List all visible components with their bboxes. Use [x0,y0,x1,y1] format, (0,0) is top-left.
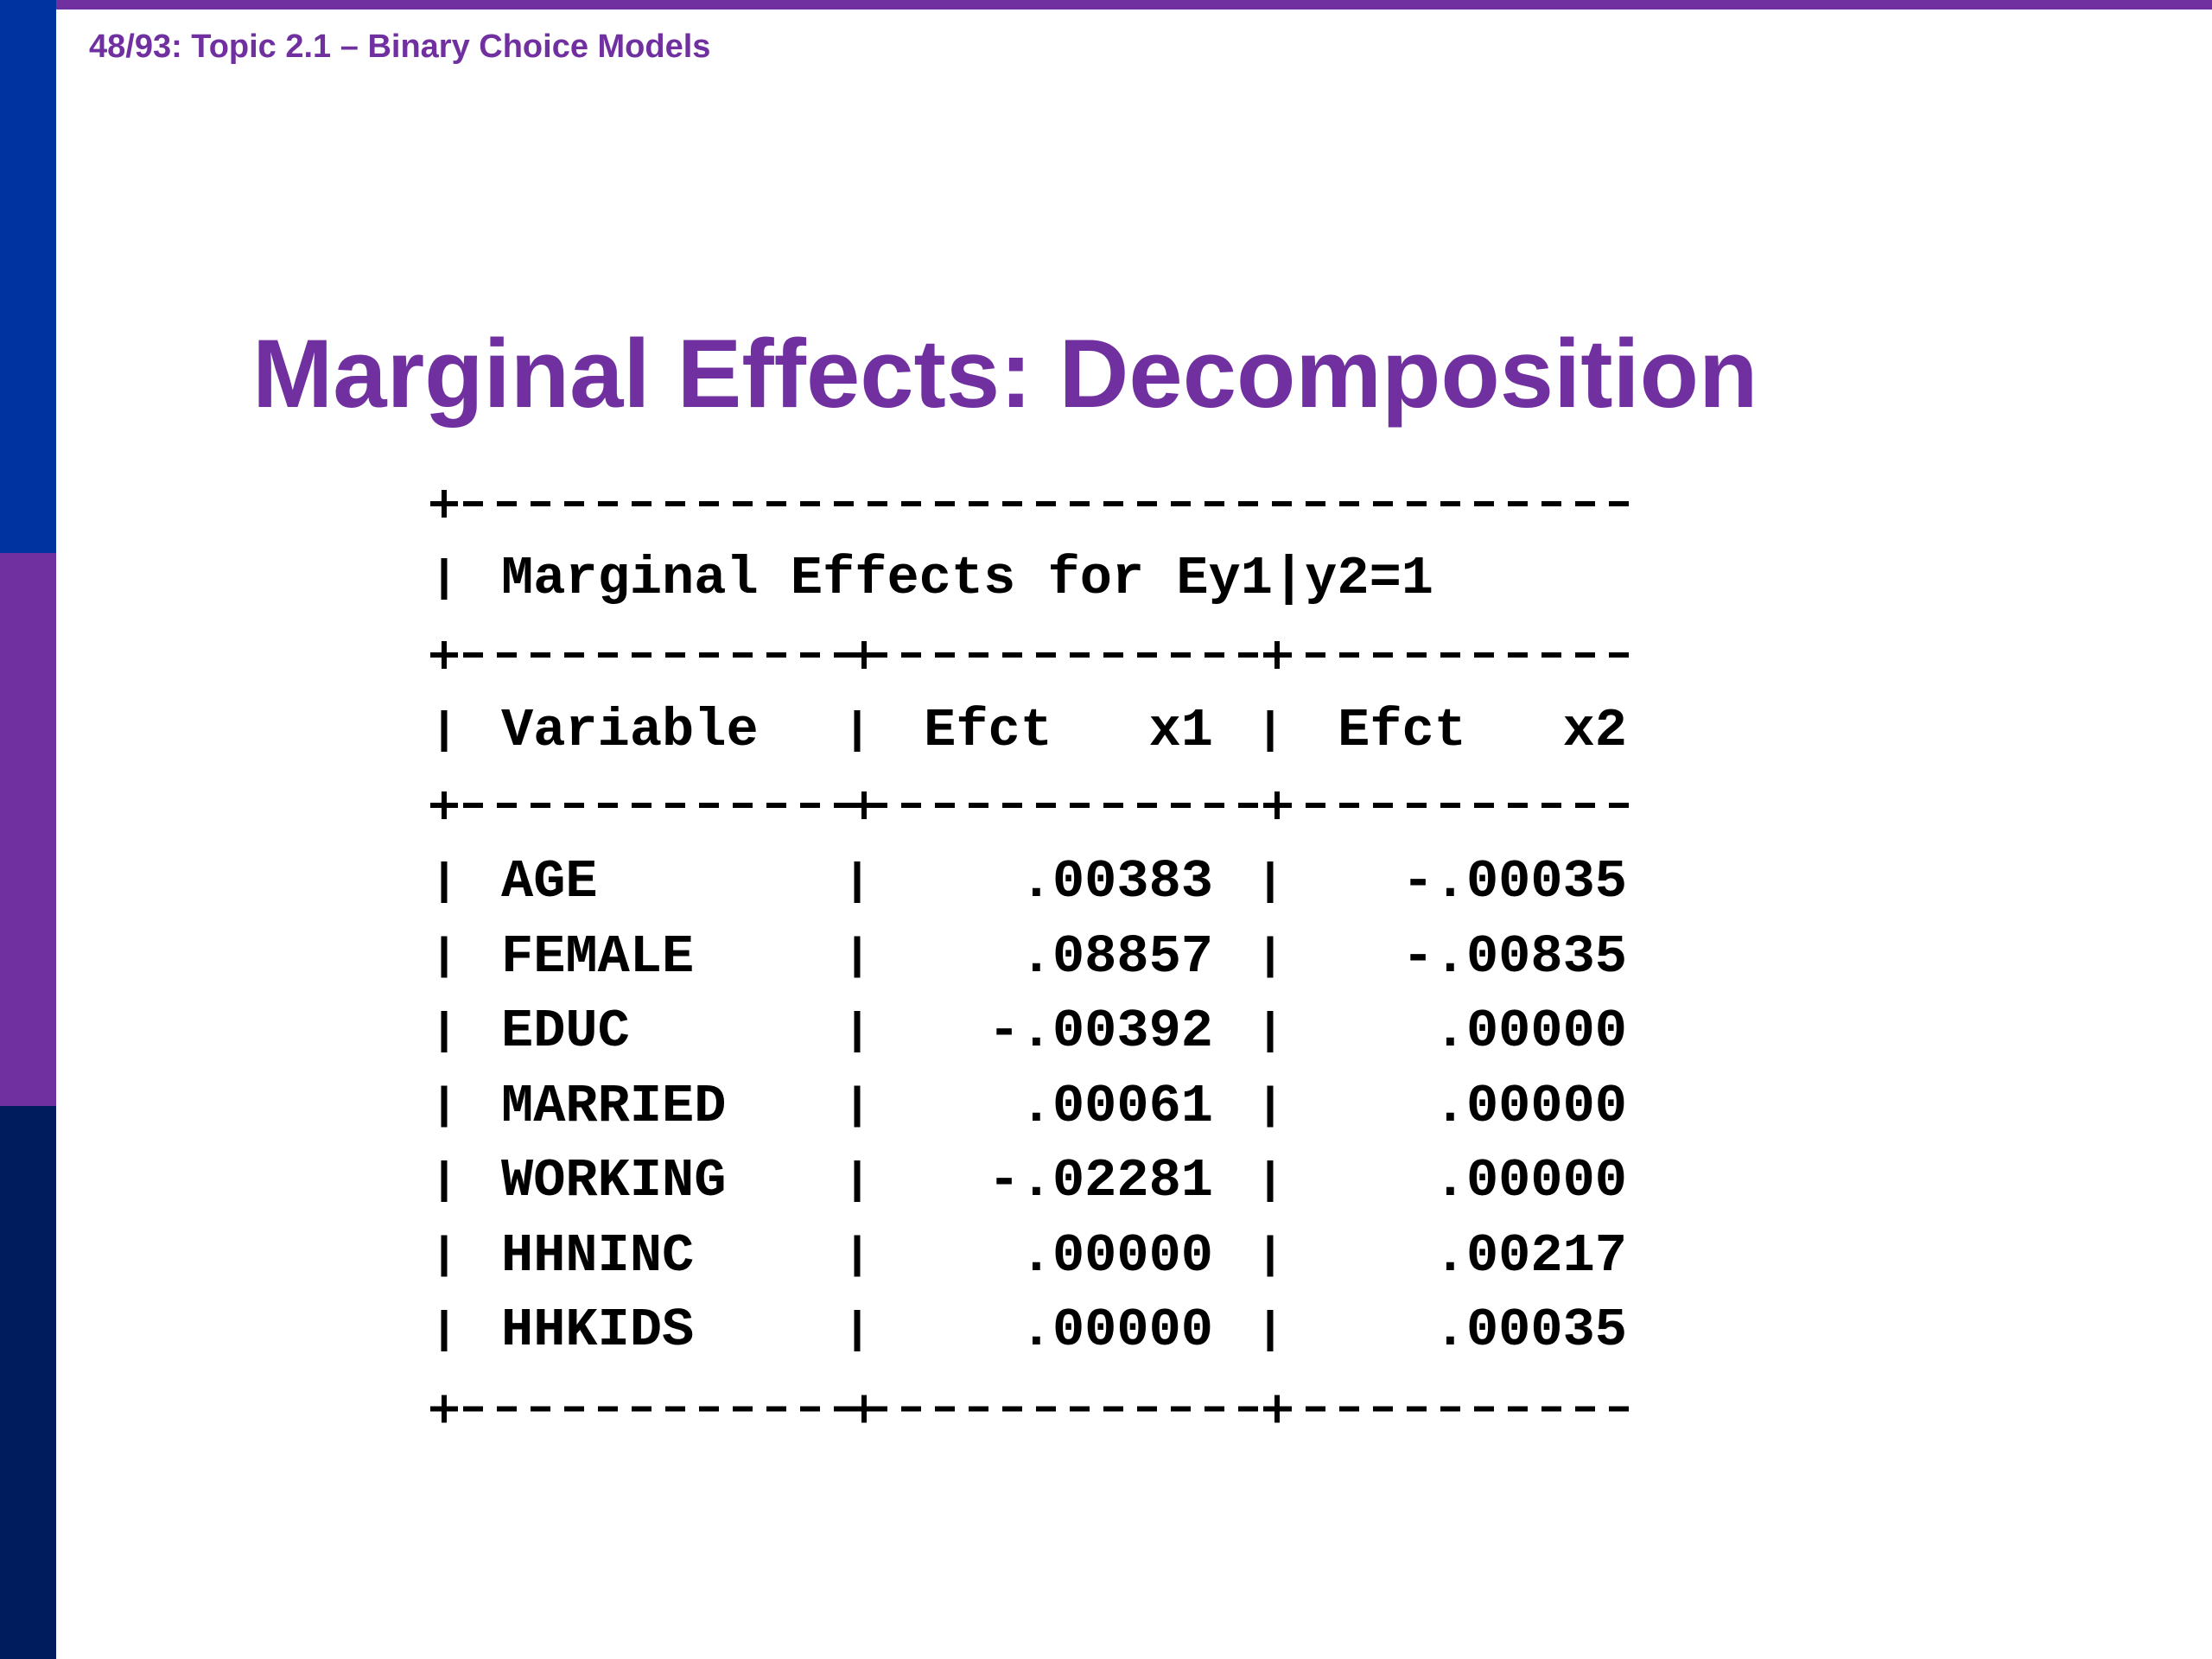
slide-number: 48/93: Topic 2.1 – Binary Choice Models [89,29,711,65]
effect-x1: .00383 [1020,851,1213,912]
effect-x2: .00035 [1433,1300,1627,1361]
variable-name: HHNINC [501,1224,695,1287]
effect-x2: .00000 [1433,1001,1627,1062]
effect-x2: -.00035 [1402,851,1627,912]
column-header: Efct x2 [1338,700,1627,761]
column-header: Efct x1 [924,700,1213,761]
effect-x1: .00000 [1020,1224,1213,1287]
effect-x1: .00061 [1020,1075,1213,1137]
table-caption: Marginal Effects for Ey1|y2=1 [501,548,1433,609]
effect-x1: .08857 [1020,925,1213,988]
effect-x2: .00000 [1433,1075,1627,1137]
effect-x2: -.00835 [1402,925,1627,988]
variable-name: FEMALE [501,925,695,988]
slide-title: Marginal Effects: Decomposition [252,320,1758,428]
effect-x2: .00217 [1433,1224,1627,1287]
column-header: Variable [501,700,759,761]
variable-name: EDUC [501,1001,630,1062]
side-bar-blue [0,0,56,553]
effect-x1: .00000 [1020,1300,1213,1361]
effect-x1: -.00392 [988,1001,1213,1062]
variable-name: MARRIED [501,1075,727,1137]
variable-name: AGE [501,851,598,912]
side-bar-navy [0,1106,56,1659]
top-rule [0,0,2212,10]
effect-x2: .00000 [1433,1150,1627,1211]
variable-name: HHKIDS [501,1300,695,1361]
effect-x1: -.02281 [988,1150,1213,1211]
variable-name: WORKING [501,1150,727,1211]
side-bar-purple [0,553,56,1106]
